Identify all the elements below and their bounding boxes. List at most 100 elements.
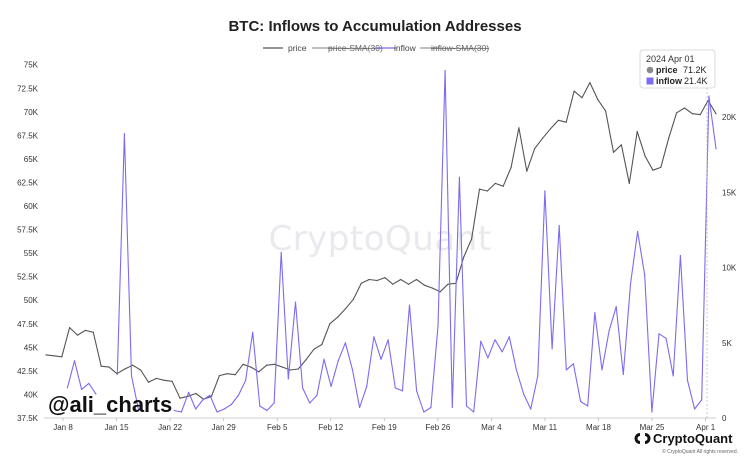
price-point [321,343,323,346]
price-point [534,148,536,150]
price-point [226,373,228,375]
inflow-point [387,339,389,341]
inflow-point [694,408,696,410]
price-point [305,359,307,361]
price-point [281,366,284,368]
price-point [124,368,126,370]
inflow-point [444,69,446,72]
inflow-point [437,325,439,327]
inflow-point [252,331,254,333]
price-point [668,137,670,139]
y-left-tick-label: 65K [24,155,39,164]
x-tick-label: Mar 18 [586,423,611,432]
price-point [210,395,213,397]
y-left-tick-label: 47.5K [17,320,39,329]
tooltip: 2024 Apr 01 price 71.2K inflow 21.4K [639,49,716,89]
legend-item-inflow-sma[interactable]: inflow-SMA(30) [420,43,489,53]
price-point [510,166,512,168]
x-tick-label: Mar 11 [533,423,558,432]
tooltip-inflow-label: inflow [656,76,683,86]
x-tick-label: Apr 1 [696,423,716,432]
inflow-point [565,369,567,371]
price-point [337,316,339,318]
price-point [250,366,252,368]
inflow-point [508,336,510,338]
legend-item-price-sma[interactable]: price-SMA(30) [312,43,383,53]
tooltip-price-value: 71.2K [683,65,707,75]
price-point [384,277,386,279]
inflow-point [501,351,503,353]
inflow-point [188,391,190,393]
chart-title: BTC: Inflows to Accumulation Addresses [228,18,521,35]
inflow-point [359,406,361,409]
inflow-point [487,357,489,359]
y-right-tick-label: 10K [722,264,737,273]
inflow-point [679,254,682,257]
inflow-line [116,133,140,411]
price-point [163,379,165,381]
legend-label: price [288,43,307,53]
y-left-tick-label: 67.5K [17,131,39,140]
price-point [581,97,583,99]
price-point [676,112,678,114]
inflow-point [408,304,411,306]
tooltip-inflow-marker [646,77,654,85]
price-series [45,82,717,400]
price-point [573,90,575,92]
inflow-point [594,312,596,314]
inflow-point [351,369,354,371]
price-point [447,283,449,285]
inflow-point [580,400,582,403]
price-point [597,99,599,101]
price-point [636,131,638,133]
price-point [108,366,110,368]
price-point [195,392,197,395]
legend-item-inflow[interactable]: inflow [376,43,417,53]
price-point [612,151,615,153]
price-line [45,82,717,400]
inflow-point [715,148,717,150]
inflow-point [245,379,247,381]
x-tick-label: Jan 15 [105,423,130,432]
inflow-point [373,336,375,338]
inflow-point [473,411,475,413]
inflow-point [273,402,275,404]
price-point [691,113,694,115]
inflow-point [130,375,133,377]
price-point [439,291,441,293]
price-point [376,279,378,282]
inflow-point [216,411,218,413]
y-left-tick-label: 52.5K [17,273,39,282]
inflow-point [259,405,261,407]
price-point [589,82,591,84]
price-point [518,127,520,129]
legend-item-price[interactable]: price [263,43,307,53]
inflow-point [266,409,268,412]
legend-label: inflow [394,43,417,53]
inflow-point [480,340,482,342]
inflow-point [601,369,603,371]
inflow-point [458,176,460,178]
inflow-point [622,373,624,375]
cryptoquant-logo-icon [634,433,651,444]
price-point [549,128,552,130]
price-point [61,356,63,358]
x-tick-label: Jan 8 [53,423,73,432]
y-left-tick-label: 37.5K [17,414,39,423]
x-tick-label: Mar 4 [481,423,502,432]
price-point [132,364,134,366]
y-left-tick-label: 45K [24,343,39,352]
price-point [266,364,268,366]
inflow-point [430,406,432,409]
inflow-point [558,224,560,227]
price-point [486,190,488,192]
inflow-point [615,306,617,308]
price-point [400,278,402,281]
inflow-point [323,358,325,360]
tooltip-date: 2024 Apr 01 [646,54,695,64]
inflow-point [344,342,346,344]
inflow-point [123,133,125,135]
inflow-point [423,411,425,413]
inflow-point [644,274,646,276]
copyright: © CryptoQuant All rights reserved. [662,448,738,455]
